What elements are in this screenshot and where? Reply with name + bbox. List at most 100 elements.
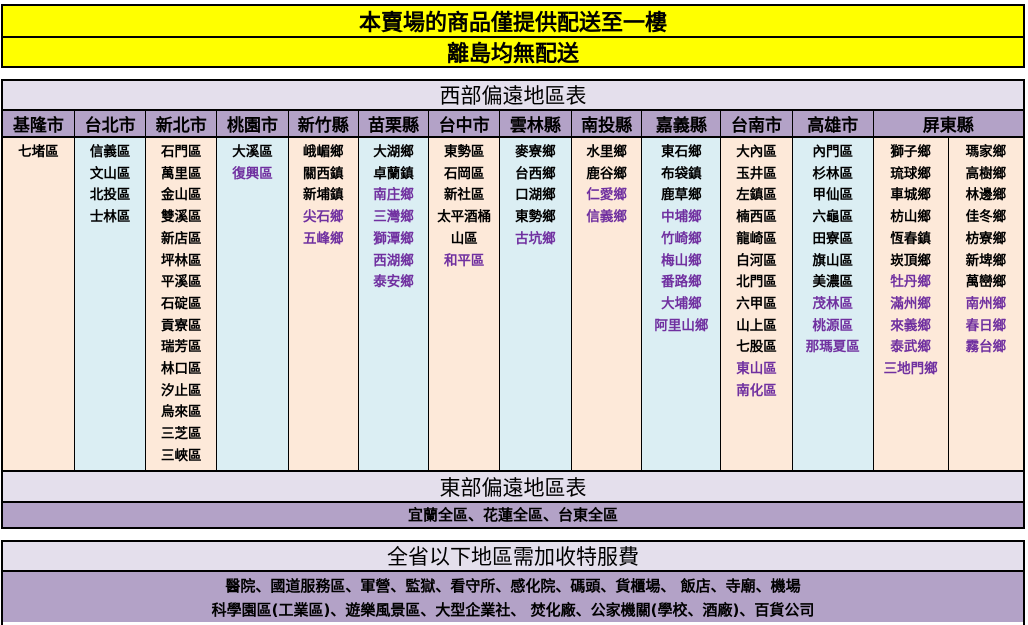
district-item: 金山區 (161, 187, 202, 204)
district-item: 石岡區 (443, 165, 485, 182)
region-column: 基隆市 七堵區 (3, 111, 75, 470)
region-column: 桃園市 大溪區 復興區 (217, 111, 289, 470)
region-column: 苗栗縣 大湖鄉 卓蘭鎮 南庄鄉 三灣鄉 獅潭鄉 西湖鄉 泰安鄉 (358, 111, 430, 470)
east-table-title: 東部偏遠地區表 (3, 472, 1023, 503)
district-item: 古坑鄉 (515, 230, 556, 247)
district-list: 內門區 杉林區 甲仙區 六龜區 田寮區 旗山區 美濃區 茂林區 桃源區 那瑪夏區 (793, 138, 873, 470)
district-item: 復興區 (232, 165, 273, 182)
district-item: 玉井區 (736, 165, 777, 182)
district-item: 坪林區 (161, 252, 202, 269)
region-header: 苗栗縣 (358, 111, 429, 138)
notice-line-1: 本賣場的商品僅提供配送至一樓 (358, 11, 667, 36)
district-list: 東勢區 石岡區 新社區 太平酒桶山區 和平區 (429, 138, 499, 470)
district-item: 東勢區 (443, 144, 485, 160)
region-body: 信義區 文山區 北投區 士林區 (74, 138, 146, 470)
district-item: 太平酒桶山區 (437, 209, 492, 247)
district-item: 麥寮鄉 (515, 144, 556, 160)
district-item: 台西鄉 (515, 165, 556, 182)
district-item: 大溪區 (232, 144, 273, 160)
district-item: 獅子鄉 (890, 144, 931, 160)
district-item: 北門區 (736, 274, 777, 291)
district-item: 林口區 (161, 361, 202, 378)
district-item: 七堵區 (18, 144, 59, 160)
district-item: 左鎮區 (736, 187, 777, 204)
district-item: 北投區 (89, 187, 131, 204)
district-item: 山上區 (736, 317, 777, 334)
district-item: 新社區 (443, 187, 485, 204)
district-item: 美濃區 (812, 274, 853, 291)
district-item: 桃源區 (812, 317, 853, 334)
district-item: 尖石鄉 (302, 209, 344, 226)
district-item: 枋山鄉 (890, 209, 931, 226)
region-header: 高雄市 (792, 111, 873, 138)
district-item: 那瑪夏區 (805, 339, 860, 356)
district-item: 甲仙區 (812, 187, 853, 204)
district-item: 高樹鄉 (965, 165, 1007, 182)
district-item: 峨嵋鄉 (302, 144, 344, 160)
district-item: 仁愛鄉 (586, 187, 627, 204)
district-list: 峨嵋鄉 關西鎮 新埔鎮 尖石鄉 五峰鄉 (289, 138, 358, 470)
east-remote-table: 東部偏遠地區表 宜蘭全區、花蓮全區、台東全區 (1, 470, 1025, 529)
east-content: 宜蘭全區、花蓮全區、台東全區 (3, 503, 1023, 527)
district-item: 南州鄉 (965, 295, 1007, 312)
district-item: 枋寮鄉 (965, 230, 1007, 247)
region-header: 嘉義縣 (642, 111, 721, 138)
district-item: 東山區 (736, 361, 777, 378)
notice-banner: 本賣場的商品僅提供配送至一樓 離島均無配送 (1, 4, 1025, 68)
district-item: 三地門鄉 (883, 361, 938, 378)
region-body: 峨嵋鄉 關西鎮 新埔鎮 尖石鄉 五峰鄉 (288, 138, 358, 470)
region-body: 大內區 玉井區 左鎮區 楠西區 龍崎區 白河區 北門區 六甲區 山上區 七股區 東山區 南化區 (721, 138, 792, 470)
region-header: 雲林縣 (500, 111, 571, 138)
district-item: 田寮區 (812, 230, 853, 247)
district-item: 南庄鄉 (373, 187, 414, 204)
district-item: 烏來區 (161, 404, 202, 421)
district-item: 阿里山鄉 (654, 317, 709, 334)
district-list: 大湖鄉 卓蘭鎮 南庄鄉 三灣鄉 獅潭鄉 西湖鄉 泰安鄉 (359, 138, 429, 470)
district-list: 七堵區 (3, 138, 74, 470)
district-item: 泰武鄉 (890, 339, 931, 356)
district-item: 石門區 (161, 144, 202, 160)
special-fee-table: 全省以下地區需加收特服費 醫院、國道服務區、軍營、監獄、看守所、感化院、碼頭、貨… (1, 540, 1025, 625)
region-body: 麥寮鄉 台西鄉 口湖鄉 東勢鄉 古坑鄉 (500, 138, 571, 470)
district-item: 林邊鄉 (965, 187, 1007, 204)
region-header: 新北市 (146, 111, 217, 138)
district-item: 南化區 (736, 382, 777, 399)
district-item: 文山區 (89, 165, 131, 182)
region-body: 石門區 萬里區 金山區 雙溪區 新店區 坪林區 平溪區 石碇區 貢寮區 瑞芳區 林口區 汐止區 烏來區三… (146, 138, 217, 470)
district-item: 番路鄉 (661, 274, 702, 291)
region-body: 大溪區 復興區 (217, 138, 288, 470)
district-item: 鹿草鄉 (661, 187, 702, 204)
district-item: 梅山鄉 (661, 252, 702, 269)
district-item: 楠西區 (736, 209, 777, 226)
district-item: 水里鄉 (586, 144, 627, 160)
region-header: 桃園市 (217, 111, 288, 138)
district-item: 瑪家鄉 (965, 144, 1007, 160)
region-column: 台南市 大內區 玉井區 左鎮區 楠西區 龍崎區 白河區 北門區 六甲區 山上區 七股區 東山區 南化區 (721, 111, 793, 470)
district-item: 六甲區 (736, 295, 777, 312)
district-item: 佳冬鄉 (965, 209, 1007, 226)
district-item: 西湖鄉 (373, 252, 414, 269)
district-list: 大內區 玉井區 左鎮區 楠西區 龍崎區 白河區 北門區 六甲區 山上區 七股區 東山區 南化區 (721, 138, 792, 470)
district-item: 茂林區 (812, 295, 853, 312)
region-column: 嘉義縣 東石鄉 布袋鎮 鹿草鄉 中埔鄉 竹崎鄉 梅山鄉 番路鄉 大埔鄉 阿里山鄉 (642, 111, 722, 470)
district-item: 東石鄉 (661, 144, 702, 160)
region-header: 南投縣 (571, 111, 642, 138)
district-item: 汐止區 (161, 382, 202, 399)
district-item: 琉球鄉 (890, 165, 931, 182)
district-item: 中埔鄉 (661, 209, 702, 226)
district-item: 新埔鎮 (302, 187, 344, 204)
district-item: 滿州鄉 (890, 295, 931, 312)
district-item: 新店區 (161, 230, 202, 247)
district-item: 獅潭鄉 (373, 230, 414, 247)
district-list: 東石鄉 布袋鎮 鹿草鄉 中埔鄉 竹崎鄉 梅山鄉 番路鄉 大埔鄉 阿里山鄉 (642, 138, 720, 470)
district-item: 東勢鄉 (515, 209, 556, 226)
district-item: 內門區 (812, 144, 853, 160)
district-item: 信義鄉 (586, 209, 627, 226)
district-list: 大溪區 復興區 (217, 138, 288, 470)
region-header: 台中市 (429, 111, 500, 138)
region-column: 新竹縣 峨嵋鄉 關西鎮 新埔鎮 尖石鄉 五峰鄉 (288, 111, 359, 470)
west-columns: 基隆市 七堵區 台北市 信義區 文山區 北投區 士林區 新北市 石門區 萬里區 金山區 雙溪區 新店區坪… (3, 111, 1023, 470)
district-item: 車城鄉 (890, 187, 931, 204)
district-item: 牡丹鄉 (890, 274, 931, 291)
fee-line-2: 科學園區(工業區)、遊樂風景區、大型企業社、 焚化廠、公家機關(學校、酒廠)、百… (211, 601, 815, 619)
